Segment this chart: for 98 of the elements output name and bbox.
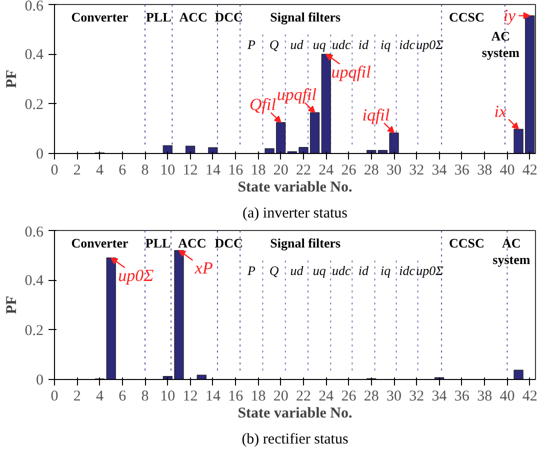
y-tick-label: 0.6: [24, 224, 44, 240]
ref-line-label: ud: [290, 263, 304, 278]
x-tick-label: 36: [454, 162, 470, 178]
ref-line-label: PLL: [145, 236, 172, 251]
ref-line-label: Q: [269, 263, 280, 278]
x-tick-label: 22: [296, 162, 311, 178]
x-tick-label: 30: [386, 388, 402, 404]
y-tick-label: 0: [36, 146, 44, 162]
x-tick-label: 14: [205, 162, 221, 178]
ref-line-label: DCC: [214, 236, 243, 251]
ref-line-label: iq: [380, 263, 392, 278]
ref-line-label: ACC: [179, 10, 208, 25]
ref-line-label: CCSC: [448, 236, 484, 251]
x-tick-label: 42: [522, 162, 538, 178]
x-tick-label: 4: [96, 162, 104, 178]
ref-line-label: idc: [399, 263, 416, 278]
ref-line-label: PLL: [146, 10, 172, 25]
x-tick-label: 26: [341, 162, 357, 178]
ref-line-label: udc: [332, 263, 352, 278]
x-tick-label: 12: [182, 162, 198, 178]
x-tick-label: 18: [250, 388, 266, 404]
ref-line-label: Signal filters: [270, 10, 341, 25]
annotation: Converter: [71, 10, 129, 25]
x-tick-label: 26: [341, 388, 357, 404]
y-tick-label: 0.2: [24, 322, 44, 339]
x-tick-label: 32: [409, 388, 424, 404]
ref-line-label: AC system: [492, 236, 530, 268]
ref-line-label: idc: [399, 37, 416, 52]
annotation: xP: [194, 258, 213, 278]
x-tick-label: 10: [160, 388, 176, 404]
ref-line-label: id: [358, 37, 370, 52]
x-tick-label: 16: [228, 162, 244, 178]
x-tick-label: 24: [318, 388, 334, 404]
x-tick-label: 20: [273, 388, 288, 404]
x-tick-label: 10: [160, 162, 176, 178]
ref-line-label: ACC: [178, 236, 206, 251]
x-tick-label: 38: [477, 388, 492, 404]
text: (b) rectifier status: [242, 432, 348, 448]
x-tick-label: 8: [141, 162, 149, 178]
ref-line-label: DCC: [214, 10, 243, 25]
ref-line-label: AC system: [482, 28, 520, 60]
y-tick-label: 0.2: [24, 96, 44, 113]
annotation: upqfil: [276, 85, 317, 104]
x-tick-label: 28: [364, 388, 379, 404]
x-tick-label: 30: [386, 162, 402, 178]
x-axis-title: State variable No.: [238, 406, 353, 422]
y-tick-label: 0.4: [24, 273, 44, 290]
x-tick-label: 8: [141, 388, 149, 404]
x-tick-label: 12: [182, 388, 198, 404]
x-tick-label: 2: [73, 388, 81, 404]
ref-line-label: up0Σ: [416, 37, 444, 52]
x-tick-label: 16: [228, 388, 244, 404]
annotation: Converter: [71, 236, 129, 251]
ref-line-label: up0Σ: [416, 263, 444, 278]
ref-line-label: uq: [312, 263, 326, 278]
x-tick-label: 36: [454, 388, 470, 404]
x-tick-label: 38: [477, 162, 492, 178]
y-tick-label: 0.6: [24, 0, 44, 14]
x-tick-label: 32: [409, 162, 424, 178]
ref-line-label: Q: [269, 37, 280, 52]
x-tick-label: 0: [50, 388, 58, 404]
x-axis-title: State variable No.: [238, 180, 353, 196]
x-tick-label: 4: [96, 388, 104, 404]
ref-line-label: iq: [380, 37, 392, 52]
x-tick-label: 18: [250, 162, 266, 178]
annotation: Qfil: [250, 95, 276, 114]
x-tick-label: 6: [118, 388, 127, 404]
x-tick-label: 34: [432, 162, 448, 178]
x-tick-label: 0: [50, 162, 58, 178]
x-tick-label: 14: [205, 388, 221, 404]
x-tick-label: 40: [500, 388, 515, 404]
y-tick-label: 0: [36, 372, 44, 388]
ref-line-label: Signal filters: [270, 236, 341, 251]
x-tick-label: 40: [500, 162, 515, 178]
x-tick-label: 20: [273, 162, 288, 178]
x-tick-label: 22: [296, 388, 311, 404]
ref-line-label: P: [246, 263, 256, 278]
x-tick-label: 24: [318, 162, 334, 178]
ref-line-label: uq: [312, 37, 326, 52]
x-tick-label: 2: [73, 162, 81, 178]
x-tick-label: 28: [364, 162, 379, 178]
text: (a) inverter status: [242, 206, 348, 222]
ref-line-label: id: [358, 263, 370, 278]
annotation: upqfil: [331, 62, 372, 82]
y-axis-title: PF: [4, 70, 20, 88]
y-tick-label: 0.4: [24, 47, 44, 64]
x-tick-label: 34: [432, 388, 448, 404]
x-tick-label: 42: [522, 388, 538, 404]
ref-line-label: udc: [332, 37, 352, 52]
annotation: iqfil: [362, 106, 390, 125]
y-axis-title: PF: [4, 296, 20, 314]
annotation: iy: [503, 6, 516, 26]
ref-line-label: ud: [290, 37, 304, 52]
x-tick-label: 6: [118, 162, 127, 178]
ref-line-label: CCSC: [448, 10, 484, 25]
annotation: up0Σ: [118, 266, 154, 286]
ref-line-label: P: [246, 37, 256, 52]
annotation: ix: [494, 102, 508, 121]
